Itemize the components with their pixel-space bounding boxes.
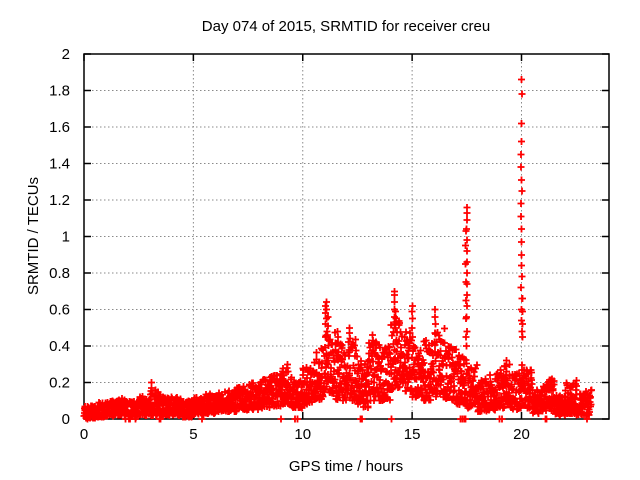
data-points [80,76,595,423]
y-tick-label: 1.4 [49,156,70,173]
y-tick-labels: 0 0.2 0.4 0.6 0.8 1 1.2 1.4 1.6 1.8 2 [49,46,70,428]
y-tick-label: 0.4 [49,338,70,355]
scatter-markers [80,76,595,423]
grid-lines [84,54,609,419]
y-tick-label: 1.2 [49,192,70,209]
y-tick-label: 0.2 [49,375,70,392]
y-tick-label: 1.8 [49,83,70,100]
x-axis-label: GPS time / hours [289,458,403,475]
x-tick-label: 20 [513,426,530,443]
x-tick-label: 5 [189,426,197,443]
y-tick-label: 1 [62,229,70,246]
y-tick-label: 0.6 [49,302,70,319]
x-tick-label: 15 [404,426,421,443]
x-tick-label: 0 [80,426,88,443]
y-tick-label: 1.6 [49,119,70,136]
y-tick-label: 2 [62,46,70,63]
y-tick-label: 0 [62,411,70,428]
y-tick-label: 0.8 [49,265,70,282]
chart-title: Day 074 of 2015, SRMTID for receiver cre… [202,18,490,35]
y-axis-label: SRMTID / TECUs [25,177,42,295]
plot-border [83,53,610,420]
x-tick-labels: 0 5 10 15 20 [80,426,530,443]
axis-ticks [83,53,609,420]
x-tick-label: 10 [294,426,311,443]
